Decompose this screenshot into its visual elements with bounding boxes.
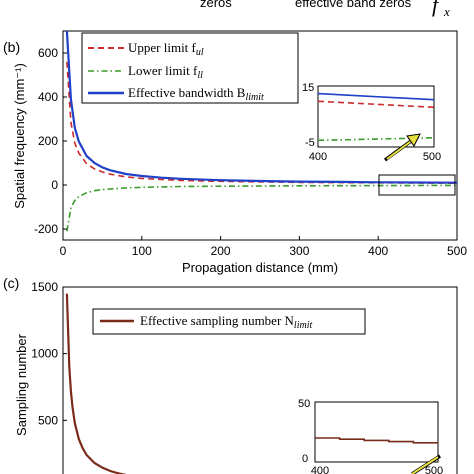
panel-b-ylabel: Spatial frequency (mm⁻¹) bbox=[12, 63, 27, 209]
top-fragment-subscript: x bbox=[443, 4, 450, 19]
panel-b-inset-ytick-bottom: -5 bbox=[305, 137, 315, 149]
legend-lower-limit-label: Lower limit fll bbox=[128, 63, 203, 81]
panel-b-inset: 15 -5 400 500 bbox=[302, 82, 441, 163]
panel-b-ytick-label-2: 200 bbox=[38, 134, 58, 148]
panel-c-legend: Effective sampling number Nlimit bbox=[92, 308, 366, 335]
panel-b-xtick-label-4: 400 bbox=[368, 244, 388, 258]
panel-c-ytick-label-0: 500 bbox=[38, 413, 58, 427]
panel-c-series-group bbox=[65, 293, 127, 474]
panel-c-inset-ytick-bottom: 0 bbox=[302, 453, 308, 465]
panel-b-ytick-label-4: 600 bbox=[38, 46, 58, 60]
panel-b-ytick-label-3: 400 bbox=[38, 90, 58, 104]
panel-b-label: (b) bbox=[3, 39, 20, 55]
top-fragment-symbol: f bbox=[432, 0, 441, 17]
panel-b-series-1-line bbox=[66, 184, 458, 232]
panel-c-arrow bbox=[411, 454, 441, 474]
panel-c-inset-series-group bbox=[315, 437, 438, 444]
legend-upper-limit-label: Upper limit ful bbox=[128, 40, 204, 58]
panel-b-inset-series-2 bbox=[317, 92, 435, 101]
panel-b-xtick-label-0: 0 bbox=[60, 244, 67, 258]
panel-c-legend-box bbox=[92, 308, 366, 335]
panel-b-series-2-line bbox=[65, 30, 458, 184]
panel-c-arrow-fill bbox=[411, 456, 439, 474]
panel-b-plot-frame bbox=[62, 30, 458, 241]
legend-effective-bandwidth-label: Effective bandwidth Blimit bbox=[128, 85, 264, 103]
panel-c-ylabel: Sampling number bbox=[14, 333, 29, 436]
panel-c-inset-xtick-left: 400 bbox=[311, 465, 329, 474]
panel-b-series-group bbox=[65, 30, 458, 232]
panel-b-xtick-label-5: 500 bbox=[447, 244, 467, 258]
top-fragment-middle: effective band zeros bbox=[295, 0, 412, 10]
panel-b-legend-box bbox=[81, 32, 299, 104]
panel-b-arrow bbox=[383, 133, 421, 162]
panel-b-xtick-label-1: 100 bbox=[132, 244, 152, 258]
panel-b-xlabel: Propagation distance (mm) bbox=[182, 260, 338, 275]
top-fragment: zeros effective band zeros f x bbox=[200, 0, 450, 19]
panel-c-inset-frame bbox=[314, 401, 439, 463]
top-fragment-left: zeros bbox=[200, 0, 232, 10]
panel-b-ytick-label-1: 0 bbox=[51, 178, 58, 192]
panel-c-series-0-line bbox=[65, 293, 127, 474]
panel-c-inset-xtick-right: 500 bbox=[425, 465, 443, 474]
panel-c-inset: 50 0 400 500 bbox=[298, 398, 443, 474]
panel-b-zoom-box bbox=[378, 174, 456, 196]
panel-b-inset-xtick-left: 400 bbox=[309, 151, 327, 163]
panel-b-xtick-label-3: 300 bbox=[289, 244, 309, 258]
panel-b-inset-ytick-top: 15 bbox=[302, 82, 314, 94]
panel-b-legend: Upper limit ful Lower limit fll Effectiv… bbox=[81, 32, 299, 104]
panel-c-ticks-group: 500 1000 1500 bbox=[31, 280, 67, 427]
panel-c-plot-frame bbox=[62, 286, 458, 474]
panel-c-label: (c) bbox=[3, 275, 19, 291]
panel-b-inset-xtick-right: 500 bbox=[423, 151, 441, 163]
panel-b-ytick-label-0: -200 bbox=[34, 222, 58, 236]
panel-b-xtick-label-2: 200 bbox=[211, 244, 231, 258]
legend-effective-sampling-label: Effective sampling number Nlimit bbox=[140, 313, 312, 331]
panel-c-ytick-label-1: 1000 bbox=[31, 347, 58, 361]
panel-c-inset-ytick-top: 50 bbox=[298, 398, 310, 410]
panel-b-arrow-head bbox=[406, 133, 421, 147]
panel-c-inset-series-0 bbox=[315, 437, 438, 444]
panel-c-ytick-label-2: 1500 bbox=[31, 280, 58, 294]
